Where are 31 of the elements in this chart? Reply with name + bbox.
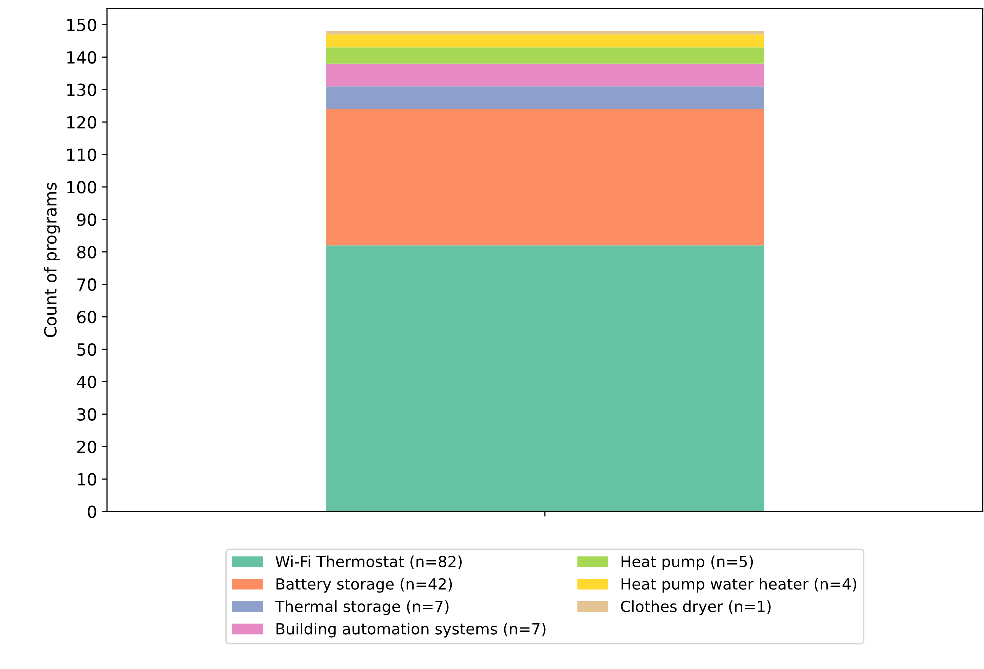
y-tick-label: 120 (68, 116, 96, 129)
bar (326, 48, 764, 64)
y-tick-label: 50 (78, 343, 96, 356)
y-tick-label: 20 (78, 440, 96, 454)
legend-label: Building automation systems (n=7) (276, 622, 546, 638)
y-tick-label: 40 (77, 376, 96, 389)
y-tick-label: 150 (68, 18, 96, 32)
y-tick-label: 0 (88, 506, 96, 518)
bar (326, 109, 764, 246)
y-tick-label: 110 (68, 148, 96, 162)
bar (326, 34, 764, 48)
y-tick-label: 30 (78, 408, 96, 421)
legend-label: Clothes dryer (n=1) (621, 600, 771, 616)
legend-label: Battery storage (n=42) (276, 578, 452, 593)
y-tick-label: 70 (78, 278, 96, 292)
legend-label: Heat pump water heater (n=4) (622, 578, 856, 593)
legend-label: Wi-Fi Thermostat (n=82) (276, 556, 462, 570)
y-tick-label: 100 (68, 181, 96, 194)
legend-label: Thermal storage (n=7) (275, 600, 449, 616)
y-tick-label: 60 (77, 311, 96, 324)
y-tick-label: 10 (78, 473, 96, 486)
y-tick-label: 80 (77, 246, 96, 259)
y-tick-label: 140 (68, 51, 96, 64)
legend-label: Heat pump (n=5) (622, 556, 754, 571)
bar (326, 246, 764, 512)
bar (326, 86, 764, 110)
y-axis-title: Count of programs (44, 183, 60, 338)
bar (326, 31, 764, 35)
y-tick-label: 130 (68, 84, 96, 96)
bar (326, 64, 764, 87)
y-tick-label: 90 (77, 214, 96, 226)
